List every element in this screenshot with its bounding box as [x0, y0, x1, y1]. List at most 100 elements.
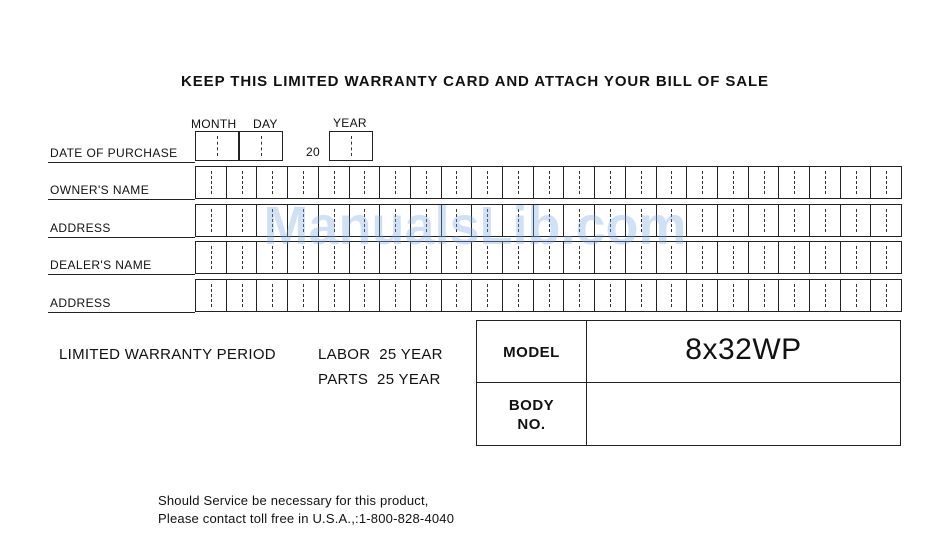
character-cell — [319, 167, 350, 198]
character-cell — [472, 242, 504, 273]
character-cell — [227, 280, 258, 311]
character-cell — [595, 242, 626, 273]
body-label-line1: BODY — [508, 397, 555, 414]
character-cell — [196, 280, 227, 311]
year-input[interactable] — [329, 131, 373, 161]
character-cell — [749, 280, 780, 311]
character-cell — [871, 167, 901, 198]
character-cell — [319, 280, 350, 311]
character-cell — [350, 205, 381, 236]
character-cell — [564, 167, 596, 198]
footer-line2: Please contact toll free in U.S.A.,:1-80… — [158, 511, 455, 526]
labor-warranty: LABOR 25 YEAR — [318, 346, 443, 363]
character-cell — [841, 242, 872, 273]
character-cell — [779, 280, 811, 311]
character-cell — [319, 242, 350, 273]
character-cell — [442, 242, 473, 273]
character-cell — [626, 167, 657, 198]
character-cell — [288, 205, 319, 236]
character-cell — [657, 280, 688, 311]
character-cell — [564, 242, 596, 273]
character-cell — [626, 242, 657, 273]
warranty-period-label: LIMITED WARRANTY PERIOD — [59, 346, 276, 363]
dealers-name-underline — [48, 274, 195, 275]
character-cell — [257, 280, 289, 311]
character-cell — [687, 167, 718, 198]
character-cell — [288, 242, 319, 273]
character-cell — [411, 167, 442, 198]
dealers-name-input[interactable] — [195, 241, 902, 274]
character-cell — [442, 167, 473, 198]
character-cell — [380, 167, 411, 198]
owners-name-input[interactable] — [195, 166, 902, 199]
owners-name-label: OWNER'S NAME — [50, 183, 150, 197]
character-cell — [657, 242, 688, 273]
model-value: 8x32WP — [587, 333, 900, 367]
character-cell — [595, 167, 626, 198]
body-label-line2: NO. — [517, 416, 546, 433]
watermark: ManualsLib.com — [263, 196, 687, 256]
model-label: MODEL — [503, 344, 560, 361]
character-cell — [288, 167, 319, 198]
character-cell — [779, 242, 811, 273]
character-cell — [503, 167, 534, 198]
month-header: MONTH — [191, 117, 237, 131]
character-cell — [718, 280, 749, 311]
character-cell — [257, 167, 289, 198]
character-cell — [288, 280, 319, 311]
footer-line1: Should Service be necessary for this pro… — [158, 493, 429, 508]
character-cell — [810, 242, 841, 273]
character-cell — [841, 280, 872, 311]
character-cell — [718, 167, 749, 198]
character-cell — [779, 205, 811, 236]
character-cell — [534, 242, 565, 273]
owner-address-input[interactable] — [195, 204, 902, 237]
dealers-name-label: DEALER'S NAME — [50, 258, 152, 272]
character-cell — [657, 205, 688, 236]
card-title: KEEP THIS LIMITED WARRANTY CARD AND ATTA… — [181, 73, 769, 90]
character-cell — [810, 167, 841, 198]
owner-address-underline — [48, 237, 195, 238]
character-cell — [687, 205, 718, 236]
character-cell — [810, 205, 841, 236]
character-cell — [841, 167, 872, 198]
character-cell — [749, 205, 780, 236]
character-cell — [503, 205, 534, 236]
character-cell — [871, 205, 901, 236]
character-cell — [871, 280, 901, 311]
character-cell — [687, 280, 718, 311]
character-cell — [841, 205, 872, 236]
character-cell — [718, 205, 749, 236]
character-cell — [350, 280, 381, 311]
owner-address-label: ADDRESS — [50, 221, 111, 235]
day-input[interactable] — [239, 131, 283, 161]
dealer-address-input[interactable] — [195, 279, 902, 312]
character-cell — [534, 205, 565, 236]
character-cell — [227, 167, 258, 198]
parts-warranty: PARTS 25 YEAR — [318, 371, 441, 388]
character-cell — [442, 280, 473, 311]
character-cell — [257, 205, 289, 236]
character-cell — [626, 205, 657, 236]
character-cell — [350, 167, 381, 198]
model-body-table: MODEL 8x32WP BODY NO. — [476, 320, 901, 446]
character-cell — [534, 167, 565, 198]
month-input[interactable] — [195, 131, 239, 161]
character-cell — [626, 280, 657, 311]
character-cell — [380, 242, 411, 273]
character-cell — [534, 280, 565, 311]
character-cell — [227, 205, 258, 236]
character-cell — [749, 242, 780, 273]
character-cell — [257, 242, 289, 273]
body-number-field[interactable] — [588, 384, 898, 443]
year-prefix: 20 — [306, 145, 320, 159]
character-cell — [749, 167, 780, 198]
character-cell — [687, 242, 718, 273]
character-cell — [472, 280, 504, 311]
character-cell — [503, 242, 534, 273]
model-number: 8x32WP — [685, 333, 802, 366]
character-cell — [595, 280, 626, 311]
character-cell — [472, 205, 504, 236]
character-cell — [810, 280, 841, 311]
character-cell — [196, 167, 227, 198]
